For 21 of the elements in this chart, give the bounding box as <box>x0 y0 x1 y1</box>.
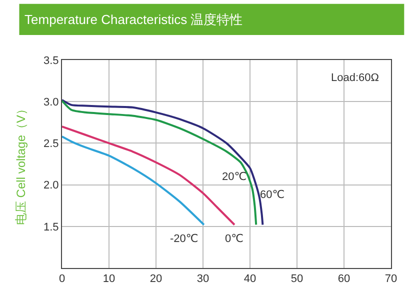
chart-title: Temperature Characteristics 温度特性 <box>24 12 243 27</box>
x-tick-label: 70 <box>384 273 398 286</box>
annotation: Load:60Ω <box>331 72 379 84</box>
y-tick-label: 2.0 <box>44 180 59 192</box>
x-tick-label: 60 <box>338 273 350 286</box>
x-tick-label: 20 <box>150 273 162 286</box>
x-tick-label: 50 <box>290 273 304 286</box>
series-label: 20℃ <box>222 171 247 183</box>
y-tick-label: 2.5 <box>44 138 59 150</box>
line-series <box>62 136 205 226</box>
y-axis-title: 电压 Cell voltage（V） <box>14 102 28 226</box>
series-label: -20℃ <box>170 233 198 245</box>
series-label: 60℃ <box>260 189 285 201</box>
y-tick-label: 3.0 <box>44 96 59 108</box>
x-tick-label: 10 <box>102 273 116 286</box>
y-tick-label: 3.5 <box>44 54 59 67</box>
x-tick-label: 40 <box>244 273 256 286</box>
x-tick-label: 0 <box>58 273 66 286</box>
y-tick-label: 1.5 <box>44 221 59 234</box>
x-tick-label: 30 <box>196 273 210 286</box>
series-label: 0℃ <box>225 233 244 245</box>
